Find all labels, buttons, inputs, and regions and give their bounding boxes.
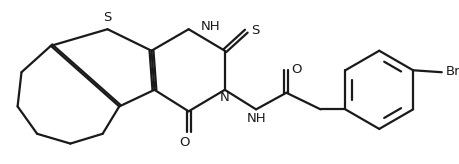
Text: S: S bbox=[251, 24, 259, 37]
Text: O: O bbox=[179, 136, 190, 149]
Text: Br: Br bbox=[445, 65, 459, 78]
Text: NH: NH bbox=[200, 20, 219, 33]
Text: N: N bbox=[219, 91, 229, 104]
Text: NH: NH bbox=[246, 112, 265, 125]
Text: S: S bbox=[103, 11, 112, 24]
Text: O: O bbox=[291, 63, 301, 76]
